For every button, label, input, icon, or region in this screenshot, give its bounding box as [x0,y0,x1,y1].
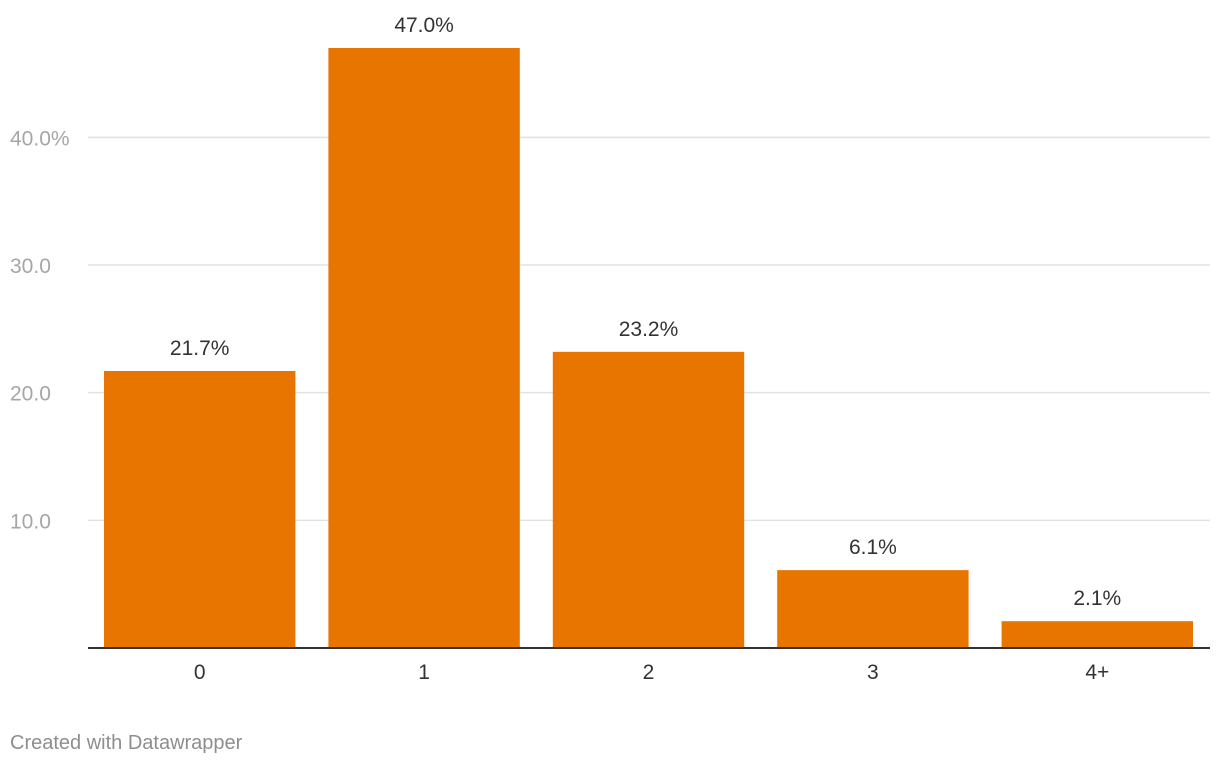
x-tick-label: 3 [867,661,879,684]
x-tick-label: 2 [643,661,655,684]
x-axis-tick-labels: 0 1 2 3 4+ [194,661,1109,684]
credit-text: Created with Datawrapper [10,732,243,754]
value-label: 21.7% [170,337,230,360]
y-tick-label: 30.0 [10,255,51,278]
x-tick-label: 4+ [1085,661,1109,684]
bars [104,48,1193,648]
bar-4plus [1001,621,1193,648]
bar-3 [777,570,969,648]
value-labels: 21.7% 47.0% 23.2% 6.1% 2.1% [170,14,1121,610]
bar-2 [552,351,745,648]
y-tick-label: 40.0% [10,127,70,150]
value-label: 23.2% [619,318,679,341]
x-tick-label: 0 [194,661,206,684]
y-tick-label: 20.0 [10,383,51,406]
y-tick-label: 10.0 [10,510,51,533]
y-axis-tick-labels: 10.0 20.0 30.0 40.0% [10,127,70,533]
value-label: 6.1% [849,536,897,559]
bar-0 [104,370,296,648]
x-tick-label: 1 [418,661,430,684]
value-label: 47.0% [394,14,454,37]
bar-1 [328,48,520,648]
value-label: 2.1% [1073,587,1121,610]
